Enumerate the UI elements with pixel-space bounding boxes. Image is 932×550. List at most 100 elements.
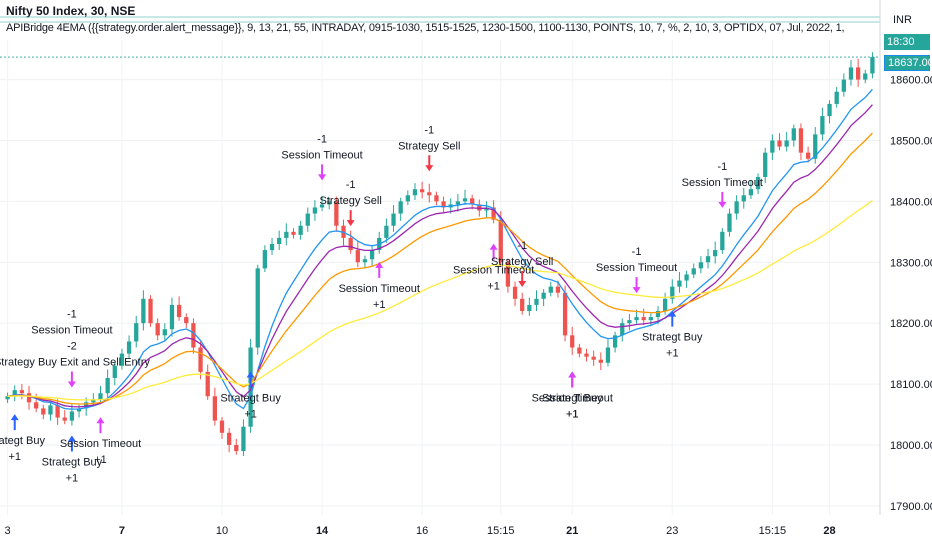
signal-label: Session Timeout xyxy=(339,283,420,295)
candle-body xyxy=(384,225,389,238)
signal-label: Strategy Buy Exit and Sell Entry xyxy=(0,356,150,368)
candle-body xyxy=(119,353,125,366)
candle-body xyxy=(734,201,739,214)
last-price-badge: 18637.00 xyxy=(884,55,932,71)
signal-arrow-down xyxy=(632,277,641,294)
candle-body xyxy=(84,402,89,409)
candle-body xyxy=(398,201,403,214)
signal-arrow-up xyxy=(10,414,19,431)
candle-body xyxy=(720,231,725,251)
candle-body xyxy=(498,219,503,263)
signal-label: Strategy Sell xyxy=(319,195,381,207)
candle-body xyxy=(26,393,32,403)
candle-body xyxy=(48,405,53,415)
signal-arrow-down xyxy=(718,191,727,208)
candle-body xyxy=(584,353,589,357)
candle-body xyxy=(441,201,446,208)
signal-arrow-up xyxy=(246,371,255,388)
candle-body xyxy=(648,317,653,321)
candle-body xyxy=(148,298,153,324)
candle-body xyxy=(663,298,668,311)
chart-title[interactable]: Nifty 50 Index, 30, NSE xyxy=(6,4,136,18)
x-tick-label: 21 xyxy=(566,525,578,537)
candle-body xyxy=(841,79,846,92)
candle-body xyxy=(262,250,268,269)
candle-body xyxy=(491,207,496,220)
signal-label: Strategt Buy xyxy=(42,456,103,468)
candle-body xyxy=(348,237,353,251)
candle-body xyxy=(169,304,175,330)
candle-body xyxy=(470,198,475,205)
signal-arrow-up xyxy=(668,310,677,327)
ema-line xyxy=(7,88,873,410)
candle-body xyxy=(677,280,682,287)
candle-body xyxy=(62,417,67,421)
candle-body xyxy=(269,244,275,251)
candle-body xyxy=(605,347,611,363)
candle-body xyxy=(91,399,96,403)
signal-label: +1 xyxy=(244,409,257,421)
signal-arrow-down xyxy=(425,155,434,172)
candle-body xyxy=(419,189,425,193)
candle-body xyxy=(162,329,167,336)
signal-arrow-down xyxy=(346,210,355,227)
y-tick-label: 18300.00 xyxy=(890,257,932,269)
signal-label: -1 xyxy=(317,133,327,145)
signal-arrow-up xyxy=(67,435,76,452)
candle-body xyxy=(784,140,789,147)
candle-body xyxy=(791,128,796,141)
candle-body xyxy=(455,201,461,205)
candle-body xyxy=(505,262,511,287)
candle-body xyxy=(541,292,546,299)
candle-body xyxy=(462,198,468,202)
signal-label: Session Timeout xyxy=(532,393,613,405)
candle-body xyxy=(305,213,310,226)
candle-body xyxy=(291,231,296,235)
candle-body xyxy=(770,140,775,153)
candle-body xyxy=(670,286,675,299)
signal-label: -1 xyxy=(632,246,642,258)
candle-body xyxy=(255,268,260,348)
candle-body xyxy=(534,298,539,305)
candle-body xyxy=(391,213,396,226)
candle-body xyxy=(577,347,582,354)
currency-label: INR xyxy=(893,14,912,26)
candle-body xyxy=(241,426,246,452)
candle-body xyxy=(198,347,203,372)
candle-body xyxy=(527,304,532,311)
candle-body xyxy=(598,359,603,363)
signal-label: +1 xyxy=(373,299,386,311)
signal-arrow-up xyxy=(375,261,384,278)
candle-body xyxy=(362,259,368,263)
signal-label: Strategt Buy xyxy=(542,393,603,405)
candle-body xyxy=(355,250,360,263)
candle-body xyxy=(848,67,854,80)
signal-label: Session Timeout xyxy=(596,262,677,274)
signal-label: -1 xyxy=(517,240,527,252)
candle-body xyxy=(19,390,25,394)
candle-body xyxy=(805,152,811,159)
candle-body xyxy=(141,298,146,324)
candle-body xyxy=(820,116,825,135)
signal-label: +1 xyxy=(487,281,500,293)
signal-label: -2 xyxy=(67,340,77,352)
signal-label: +1 xyxy=(8,451,21,463)
candle-body xyxy=(520,298,525,311)
candle-body xyxy=(312,207,318,214)
candle-body xyxy=(405,195,410,202)
candle-body xyxy=(555,286,561,293)
signal-label: -1 xyxy=(67,308,77,320)
candle-body xyxy=(134,323,139,342)
signal-arrow-up xyxy=(568,371,577,388)
candle-body xyxy=(176,304,182,318)
strategy-params[interactable]: APIBridge 4EMA ({{strategy.order.alert_m… xyxy=(6,22,846,34)
candle-body xyxy=(591,356,596,360)
signal-arrow-down xyxy=(318,164,327,181)
candle-body xyxy=(827,103,832,117)
candle-body xyxy=(634,317,639,321)
candle-body xyxy=(98,393,103,400)
candle-body xyxy=(155,323,160,336)
countdown-badge: 18:30 xyxy=(884,34,930,50)
